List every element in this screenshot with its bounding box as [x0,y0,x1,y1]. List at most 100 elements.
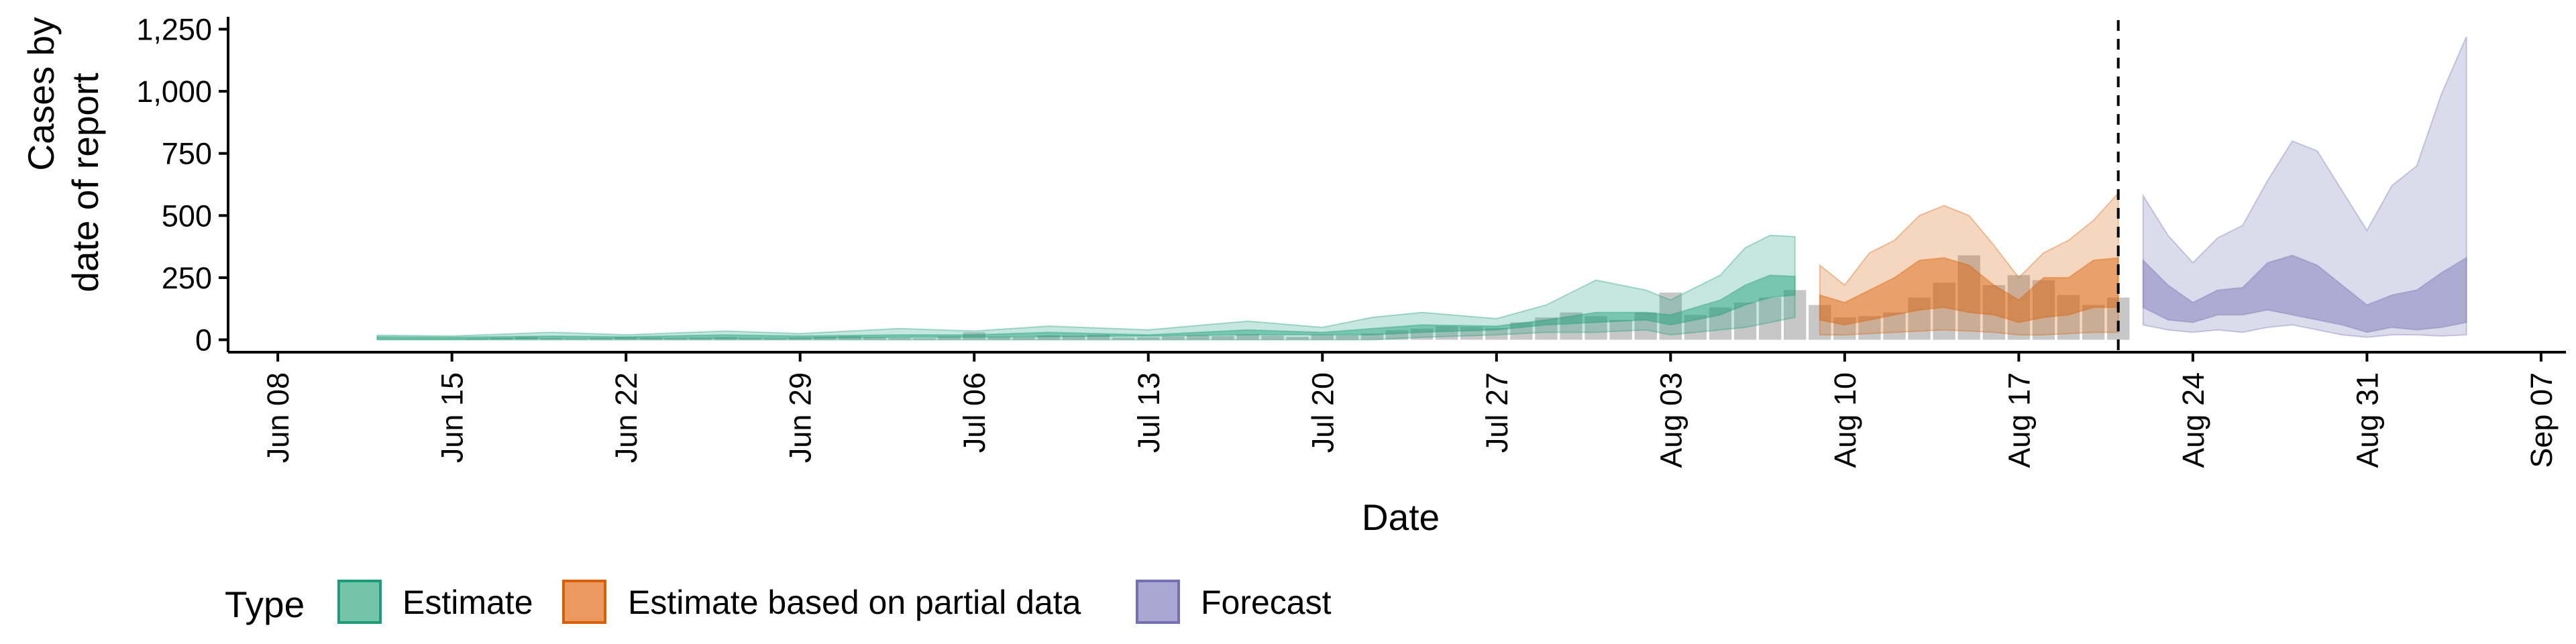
legend-key-forecast [1136,580,1180,624]
y-tick-label: 250 [162,261,212,295]
legend-key-partial [562,580,606,624]
observed-bar [1833,317,1856,340]
observed-bar [2082,305,2105,340]
y-tick-label: 1,000 [136,74,212,109]
observed-bar [1809,305,1831,340]
x-tick-label: Aug 24 [2176,372,2210,468]
observed-bar [963,332,985,340]
observed-bar [1012,337,1036,340]
observed-bar [1037,335,1061,340]
observed-bar [689,337,712,340]
observed-bar [1435,326,1458,340]
observed-bar [888,337,911,340]
x-tick-label: Aug 03 [1654,372,1688,468]
observed-bar [1286,337,1309,340]
observed-bar [1212,335,1234,340]
series-layer [376,36,2467,341]
observed-bar [1609,319,1632,340]
observed-bar [1062,335,1085,340]
observed-bar [515,337,538,340]
x-tick-label: Jun 08 [261,372,295,463]
legend-label-estimate: Estimate [402,584,533,621]
observed-bar [1510,322,1533,340]
observed-bar [938,336,961,340]
y-axis-title-line-1: Cases by [20,17,62,171]
observed-bar [639,337,662,340]
observed-bar [1137,337,1160,340]
y-axis: 0 250 500 750 1,000 1,250 [136,13,229,357]
observed-bar [1784,290,1807,340]
x-tick-label: Jul 13 [1132,372,1166,453]
observed-bar [540,338,563,340]
observed-bar [590,337,612,340]
observed-bar [1261,335,1284,340]
observed-bar [1634,312,1657,340]
x-tick-label: Aug 17 [2002,372,2036,468]
observed-bar [1957,255,1980,340]
legend-label-forecast: Forecast [1201,584,1332,621]
legend-key-estimate [337,580,382,624]
x-tick-label: Jul 20 [1305,372,1340,453]
observed-bar [1236,334,1259,340]
y-tick-label: 1,250 [136,13,212,47]
observed-bar [789,337,812,340]
observed-bar [1883,312,1906,340]
observed-bar [863,337,886,340]
x-tick-label: Jul 27 [1480,372,1514,453]
x-tick-label: Jun 29 [784,372,818,463]
observed-bar [1460,327,1483,340]
observed-bar [1087,335,1110,340]
observed-bars [466,255,2130,340]
observed-bar [1659,292,1682,340]
observed-bar [490,337,513,340]
observed-bar [1336,335,1359,340]
observed-bar [814,337,837,340]
observed-bar [1560,312,1582,340]
ribbon-90-estimate [376,234,1796,341]
observed-bar [739,337,762,340]
x-tick-label: Sep 07 [2524,372,2559,468]
observed-bar [839,335,861,340]
observed-bar [987,337,1010,340]
observed-bar [763,338,787,340]
x-tick-label: Jun 22 [609,372,643,463]
observed-bar [1908,297,1931,340]
observed-bar [1758,297,1782,340]
y-tick-label: 500 [162,199,212,233]
legend-title: Type [225,584,305,625]
observed-bar [714,337,737,340]
y-tick-label: 750 [162,137,212,171]
x-tick-label: Aug 31 [2350,372,2384,468]
observed-bar [1187,335,1210,340]
observed-bar [2032,280,2055,340]
x-tick-label: Jul 06 [957,372,991,453]
observed-bar [2057,294,2080,340]
x-tick-label: Jun 15 [435,372,470,463]
legend: Type Estimate Estimate based on partial … [225,580,1332,625]
observed-bar [1709,307,1732,340]
observed-bar [2007,275,2031,340]
observed-bar [913,338,936,340]
observed-bar [1535,317,1558,340]
ribbon-50-forecast [2142,254,2467,333]
observed-bar [1684,315,1707,340]
observed-bar [1112,337,1135,340]
observed-bar [1585,316,1607,340]
x-axis: Jun 08 Jun 15 Jun 22 Jun 29 Jul 06 Jul 13 Jul … [228,351,2566,468]
observed-bar [1485,327,1508,340]
observed-bar [1933,282,1955,340]
y-axis-title-line-2: date of report [64,72,106,292]
observed-bar [1311,335,1334,340]
x-tick-label: Aug 10 [1828,372,1862,468]
observed-bar [614,337,637,340]
observed-bar [1733,302,1757,340]
observed-bar [664,338,688,340]
observed-bar [1982,285,2005,340]
observed-bar [466,338,488,340]
legend-label-partial: Estimate based on partial data [628,584,1081,621]
x-axis-title: Date [1362,496,1440,538]
ribbon-90-estimate-based-on-partial-data [1819,191,2119,336]
y-tick-label: 0 [195,323,212,357]
observed-bar [1410,328,1434,340]
